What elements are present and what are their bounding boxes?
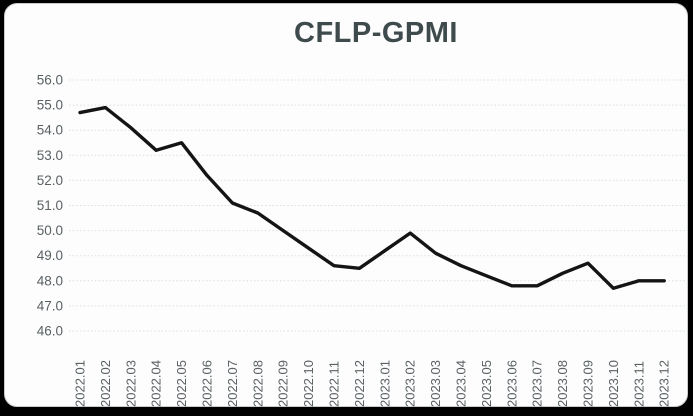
y-tick-label: 47.0 [37,298,63,313]
x-tick-label: 2022.09 [276,360,291,407]
x-tick-label: 2022.05 [174,360,189,407]
y-tick-label: 46.0 [37,324,63,339]
x-tick-label: 2023.09 [581,360,596,407]
y-tick-label: 56.0 [37,73,63,88]
x-tick-label: 2023.08 [555,360,570,407]
x-tick-label: 2022.04 [149,360,164,407]
x-tick-label: 2023.07 [530,360,545,407]
x-tick-label: 2023.02 [403,360,418,407]
y-tick-label: 52.0 [37,173,63,188]
x-tick-label: 2023.12 [657,360,672,407]
x-tick-label: 2022.08 [250,360,265,407]
y-tick-label: 55.0 [37,98,63,113]
x-tick-label: 2022.07 [225,360,240,407]
x-tick-label: 2022.01 [73,360,88,407]
y-tick-label: 54.0 [37,123,63,138]
y-tick-label: 49.0 [37,248,63,263]
x-tick-label: 2022.11 [327,361,342,407]
chart-canvas: 56.0 55.0 54.0 53.0 52.0 51.0 50.0 49.0 48.0 47.0… [37,73,687,407]
x-tick-label: 2023.10 [606,360,621,407]
x-tick-label: 2022.02 [98,360,113,407]
x-tick-label: 2022.12 [352,360,367,407]
x-tick-label: 2023.01 [377,360,392,407]
y-tick-label: 51.0 [37,198,63,213]
y-tick-label: 48.0 [37,273,63,288]
x-tick-label: 2022.06 [200,360,215,407]
x-tick-label: 2023.06 [504,360,519,407]
x-tick-label: 2023.03 [428,360,443,407]
chart-title: CFLP-GPMI [294,17,458,49]
x-tick-label: 2023.05 [479,360,494,407]
x-tick-label: 2023.11 [631,361,646,407]
y-tick-label: 53.0 [37,148,63,163]
y-tick-label: 50.0 [37,223,63,238]
pmi-line-series [78,105,666,290]
x-tick-label: 2023.04 [454,360,469,407]
x-tick-label: 2022.10 [301,360,316,407]
chart-card: CFLP-GPMI 56.0 55.0 54.0 53.0 52.0 51.0 50.0 49… [4,3,688,407]
x-tick-label: 2022.03 [123,360,138,407]
